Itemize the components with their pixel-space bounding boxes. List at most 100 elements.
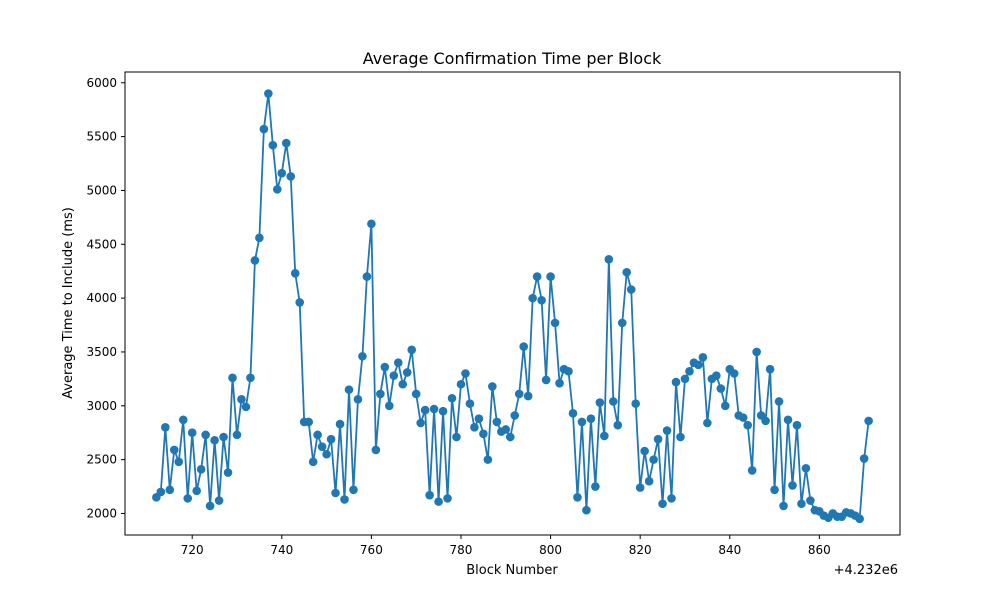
data-point [492,417,502,427]
data-point [429,404,439,414]
data-point [649,455,658,464]
data-point [398,379,408,389]
data-point [752,347,761,357]
data-point [720,401,730,411]
data-point [290,269,300,278]
y-tick-label: 2500 [86,453,117,467]
data-point [214,496,224,505]
data-point [729,369,739,378]
data-point [349,485,358,495]
data-point [362,272,372,281]
data-point [380,362,390,372]
data-point [859,454,869,463]
x-axis-label: Block Number [466,563,558,578]
data-point [864,416,873,426]
data-point [604,255,614,264]
x-axis-offset-label: +4.232e6 [834,563,898,578]
data-point [304,417,313,427]
data-point [582,505,591,515]
data-point [550,318,560,328]
data-point [165,485,175,495]
data-point [573,493,582,502]
data-point [268,140,278,150]
y-tick-label: 5000 [86,183,117,197]
data-point [402,368,412,377]
data-point [622,267,632,277]
chart-title: Average Confirmation Time per Block [363,49,662,68]
data-point [671,377,681,387]
data-point [281,138,291,148]
data-point [219,432,228,442]
data-point [761,416,770,426]
x-tick-label: 820 [629,543,652,557]
y-tick-label: 4500 [86,237,117,251]
data-point [568,409,578,418]
y-axis: 2000 2500 3000 3500 4000 4500 5000 5500 6000 [86,76,125,520]
x-tick-label: 760 [360,543,383,557]
data-point [738,413,748,422]
data-point [241,402,251,412]
data-point [698,353,708,362]
data-point [385,401,394,411]
data-point [770,485,779,495]
y-tick-label: 2000 [86,506,117,520]
data-point [514,389,524,399]
data-point [747,466,757,475]
data-point [537,295,546,305]
data-point [353,395,363,404]
data-point [564,367,573,376]
data-point [626,285,636,294]
data-point [371,445,381,455]
axes-frame [124,71,901,536]
data-point [555,378,564,388]
data-point [308,457,318,467]
data-point [358,351,367,361]
data-point [779,501,788,511]
data-point [712,371,721,380]
data-point [685,367,694,376]
data-point [783,415,793,425]
data-point [317,442,327,452]
data-point [600,431,609,441]
data-point [788,481,797,490]
x-tick-label: 840 [718,543,741,557]
data-point [246,373,255,383]
data-point [658,499,667,509]
y-tick-label: 3000 [86,399,117,413]
data-point [452,432,461,442]
data-point [232,430,242,440]
data-point [169,445,179,455]
data-point [389,371,399,380]
data-point [443,494,452,503]
data-point [716,384,726,393]
data-point [694,360,703,370]
data-point [367,219,376,229]
data-point [393,358,403,368]
data-point [322,449,331,459]
data-point [407,345,417,355]
data-point [617,318,627,328]
data-point [541,375,551,385]
data-point [797,499,806,509]
data-point [411,389,421,399]
plot-area [152,89,873,524]
data-point [631,399,640,408]
data-point [174,457,184,467]
y-axis-label: Average Time to Include (ms) [61,207,76,399]
data-point [438,406,448,416]
data-point [743,420,752,430]
data-point [653,434,663,444]
data-point [483,455,493,464]
data-point [595,398,605,407]
data-point [331,488,340,498]
data-point [192,486,201,496]
x-axis: 720 740 760 780 800 820 840 860 [181,535,831,557]
data-point [228,373,237,383]
data-point [250,256,260,265]
data-point [259,124,269,134]
data-point [183,494,193,503]
data-point [187,428,197,438]
